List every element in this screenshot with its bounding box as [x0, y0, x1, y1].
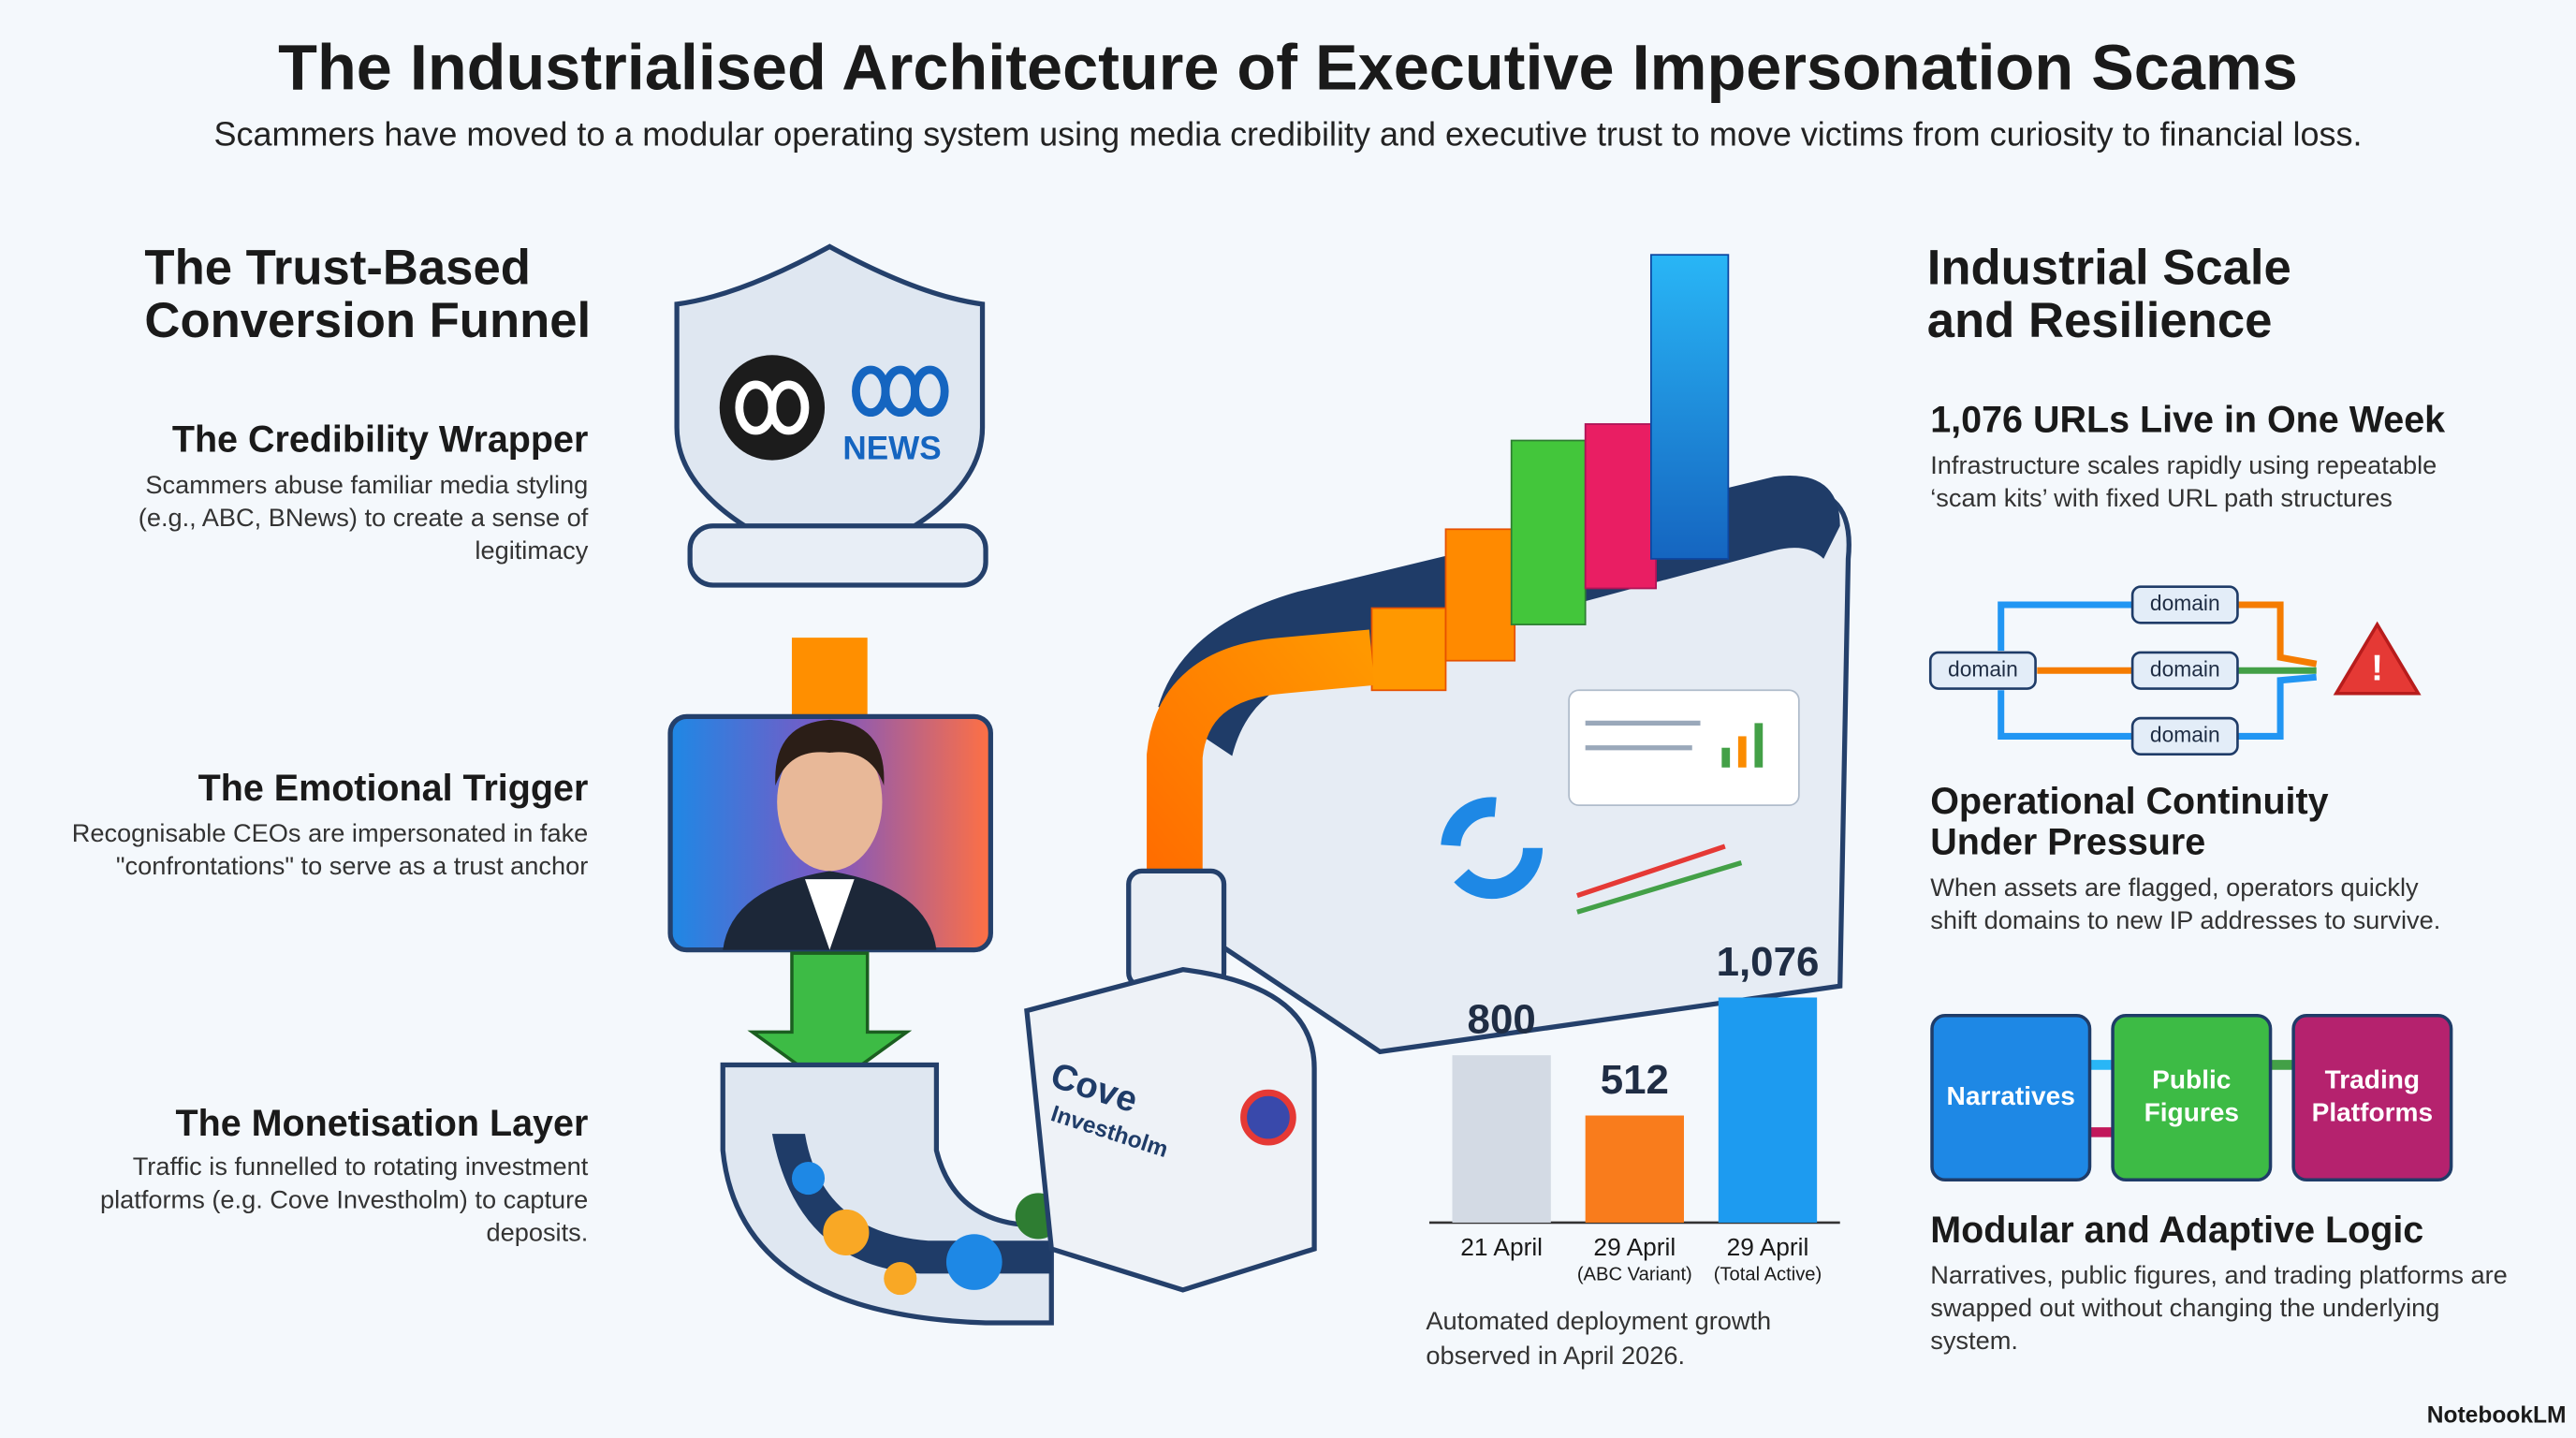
flow-label: Figures	[2144, 1098, 2239, 1127]
brand: NotebookLM	[2427, 1403, 2567, 1429]
category-label: 29 April	[1593, 1233, 1676, 1261]
item-title: The Credibility Wrapper	[172, 419, 588, 461]
item-text: Traffic is funnelled to rotating investm…	[133, 1152, 589, 1181]
item-title: Under Pressure	[1930, 822, 2205, 863]
flow-label: Platforms	[2312, 1098, 2434, 1127]
item-title: 1,076 URLs Live in One Week	[1930, 400, 2445, 441]
item-text: system.	[1930, 1326, 2018, 1355]
title: The Industrialised Architecture of Execu…	[278, 31, 2298, 103]
item-text: When assets are flagged, operators quick…	[1930, 873, 2419, 902]
item-text: Infrastructure scales rapidly using repe…	[1930, 450, 2437, 479]
bar	[1585, 1115, 1684, 1223]
bar	[1718, 997, 1818, 1223]
pipe	[1147, 629, 1375, 896]
flow-label: Narratives	[1947, 1081, 2075, 1110]
platform-machine	[1024, 966, 1317, 1293]
item-text: Narratives, public figures, and trading …	[1930, 1260, 2508, 1289]
item-title: The Monetisation Layer	[176, 1103, 589, 1144]
section-heading: and Resilience	[1927, 293, 2273, 348]
item-text: ‘scam kits’ with fixed URL path structur…	[1930, 483, 2393, 512]
chart-caption: Automated deployment growth	[1426, 1306, 1771, 1335]
flow-label: Trading	[2325, 1064, 2420, 1093]
item-text: platforms (e.g. Cove Investholm) to capt…	[100, 1184, 588, 1213]
flow-label: Public	[2152, 1064, 2231, 1093]
chart-caption: observed in April 2026.	[1426, 1341, 1685, 1370]
illustration: NEWS Cove Investholm	[667, 243, 1852, 1326]
value-label: 512	[1601, 1057, 1669, 1103]
item-title: Modular and Adaptive Logic	[1930, 1210, 2423, 1251]
category-note: (Total Active)	[1714, 1264, 1822, 1284]
value-label: 800	[1468, 997, 1536, 1043]
item-text: shift domains to new IP addresses to sur…	[1930, 905, 2440, 934]
domain-label: domain	[2150, 656, 2220, 681]
section-heading: Industrial Scale	[1927, 241, 2291, 296]
section-heading: Conversion Funnel	[144, 293, 591, 348]
item-title: The Emotional Trigger	[198, 768, 589, 809]
flow-node	[2291, 1014, 2453, 1182]
category-label: 21 April	[1460, 1233, 1543, 1261]
domain-node	[1928, 651, 2037, 690]
item-text: Recognisable CEOs are impersonated in fa…	[72, 818, 589, 847]
item-text: swapped out without changing the underly…	[1930, 1293, 2439, 1322]
logo-text: NEWS	[842, 430, 941, 466]
domain-node	[2130, 651, 2239, 690]
donut-icon	[1441, 797, 1544, 900]
domain-label: domain	[2150, 722, 2220, 746]
item-text: "confrontations" to serve as a trust anc…	[116, 851, 588, 880]
item-title: Operational Continuity	[1930, 781, 2328, 822]
category-note: (ABC Variant)	[1577, 1264, 1692, 1284]
subtitle: Scammers have moved to a modular operati…	[214, 114, 2363, 153]
svg-text:!: !	[2371, 648, 2383, 688]
flow-node	[1930, 1014, 2092, 1182]
item-text: legitimacy	[475, 536, 588, 565]
item-text: (e.g., ABC, BNews) to create a sense of	[139, 503, 589, 532]
domain-arrows: !	[1998, 601, 2422, 740]
domain-node	[2130, 716, 2239, 756]
domain-node	[2130, 585, 2239, 624]
item-text: Scammers abuse familiar media styling	[145, 470, 588, 499]
value-label: 1,076	[1717, 939, 1820, 985]
domain-label: domain	[2150, 591, 2220, 615]
section-heading: The Trust-Based	[144, 241, 530, 296]
category-label: 29 April	[1727, 1233, 1809, 1261]
domain-label: domain	[1948, 656, 2018, 681]
flow-node	[2111, 1014, 2273, 1182]
item-text: deposits.	[486, 1217, 588, 1246]
bar	[1452, 1055, 1551, 1223]
